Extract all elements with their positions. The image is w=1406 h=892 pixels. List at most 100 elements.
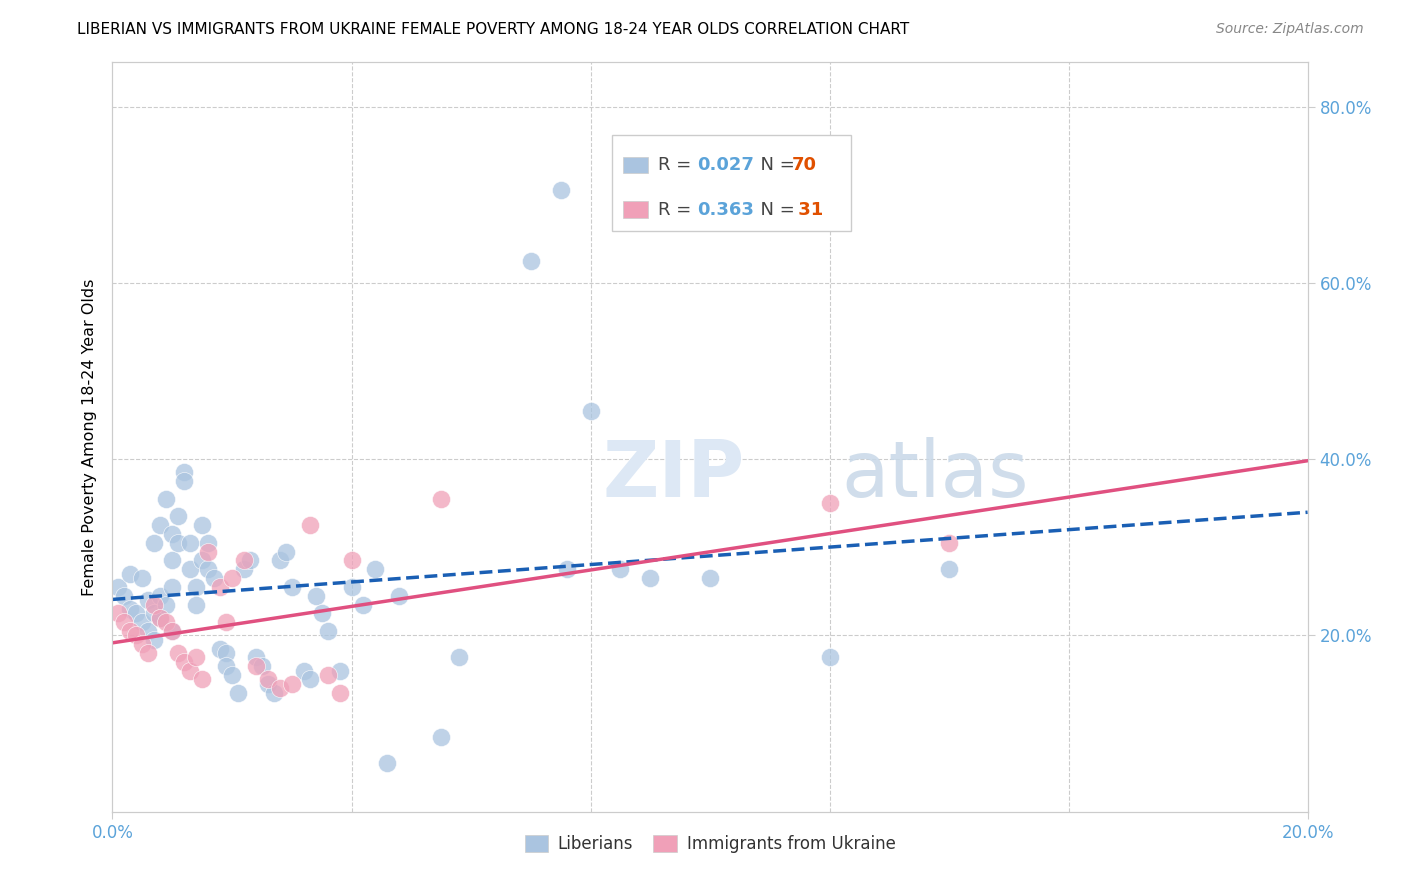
Point xyxy=(245,650,267,665)
Y-axis label: Female Poverty Among 18-24 Year Olds: Female Poverty Among 18-24 Year Olds xyxy=(82,278,97,596)
Text: 0.363: 0.363 xyxy=(697,201,754,219)
Text: ZIP: ZIP xyxy=(603,436,745,513)
Text: LIBERIAN VS IMMIGRANTS FROM UKRAINE FEMALE POVERTY AMONG 18-24 YEAR OLDS CORRELA: LIBERIAN VS IMMIGRANTS FROM UKRAINE FEMA… xyxy=(77,22,910,37)
Point xyxy=(233,562,256,576)
Point xyxy=(699,571,721,585)
Point xyxy=(173,466,195,480)
Point xyxy=(298,518,321,533)
Point xyxy=(143,607,166,621)
Point xyxy=(155,598,177,612)
Point xyxy=(120,602,142,616)
Point xyxy=(155,615,177,630)
Point xyxy=(186,580,208,594)
Point xyxy=(329,664,352,678)
FancyBboxPatch shape xyxy=(623,157,648,173)
Point xyxy=(179,536,201,550)
Point xyxy=(191,518,214,533)
Point xyxy=(143,536,166,550)
Point xyxy=(579,403,602,417)
Point xyxy=(449,650,471,665)
Point xyxy=(292,664,315,678)
Point xyxy=(179,664,201,678)
Point xyxy=(281,677,304,691)
Point xyxy=(215,615,238,630)
Point xyxy=(191,673,214,687)
Point xyxy=(120,624,142,638)
Text: Source: ZipAtlas.com: Source: ZipAtlas.com xyxy=(1216,22,1364,37)
Text: R =: R = xyxy=(658,201,697,219)
Point xyxy=(107,607,129,621)
Point xyxy=(120,566,142,581)
Point xyxy=(215,646,238,660)
Point xyxy=(191,553,214,567)
Point xyxy=(149,611,172,625)
Point xyxy=(149,518,172,533)
Point xyxy=(239,553,262,567)
Legend: Liberians, Immigrants from Ukraine: Liberians, Immigrants from Ukraine xyxy=(517,828,903,860)
Point xyxy=(114,589,135,603)
Point xyxy=(520,253,543,268)
Point xyxy=(186,598,208,612)
Point xyxy=(197,544,219,558)
Text: atlas: atlas xyxy=(842,436,1029,513)
Point xyxy=(167,646,190,660)
Point xyxy=(353,598,375,612)
Point xyxy=(131,571,153,585)
Point xyxy=(550,183,572,197)
Point xyxy=(311,607,333,621)
Point xyxy=(162,580,183,594)
Point xyxy=(388,589,411,603)
Text: R =: R = xyxy=(658,156,697,174)
Point xyxy=(179,562,201,576)
Point xyxy=(609,562,631,576)
Point xyxy=(257,673,280,687)
Point xyxy=(138,593,160,607)
Point xyxy=(269,553,291,567)
Point xyxy=(316,668,339,682)
Point xyxy=(316,624,339,638)
Point xyxy=(143,598,166,612)
Point xyxy=(149,611,172,625)
FancyBboxPatch shape xyxy=(623,202,648,218)
Point xyxy=(138,624,160,638)
Point xyxy=(162,527,183,541)
Point xyxy=(125,628,148,642)
Point xyxy=(430,730,453,744)
Point xyxy=(364,562,387,576)
Point xyxy=(173,474,195,488)
Point xyxy=(640,571,662,585)
Point xyxy=(226,686,249,700)
Point xyxy=(281,580,304,594)
Point xyxy=(162,624,183,638)
Point xyxy=(233,553,256,567)
Point xyxy=(167,536,190,550)
Point xyxy=(202,571,225,585)
Point xyxy=(107,580,129,594)
Point xyxy=(274,544,297,558)
Point xyxy=(377,756,399,771)
Text: N =: N = xyxy=(749,156,801,174)
Text: 0.027: 0.027 xyxy=(697,156,754,174)
Point xyxy=(938,536,960,550)
Text: 31: 31 xyxy=(792,201,823,219)
Point xyxy=(818,496,841,510)
Point xyxy=(938,562,960,576)
Point xyxy=(138,646,160,660)
Point xyxy=(340,553,363,567)
Point xyxy=(298,673,321,687)
Point xyxy=(555,562,578,576)
Point xyxy=(245,659,267,673)
Point xyxy=(215,659,238,673)
Point xyxy=(125,607,148,621)
Point xyxy=(155,491,177,506)
Point xyxy=(197,562,219,576)
Point xyxy=(221,571,243,585)
Point xyxy=(131,615,153,630)
Text: N =: N = xyxy=(749,201,801,219)
Point xyxy=(250,659,273,673)
Point xyxy=(173,655,195,669)
Point xyxy=(186,650,208,665)
Point xyxy=(209,641,232,656)
Point xyxy=(162,624,183,638)
Point xyxy=(143,632,166,647)
